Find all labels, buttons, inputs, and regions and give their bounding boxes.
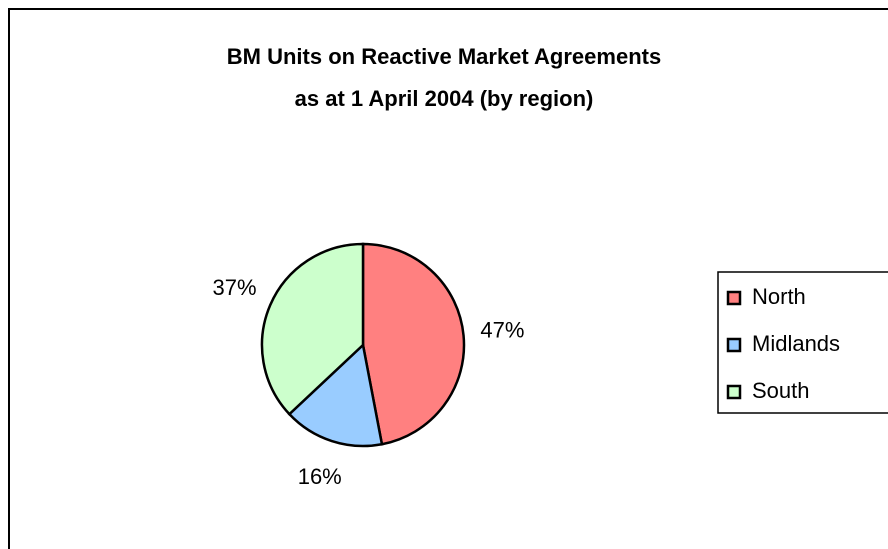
legend-swatch: [726, 290, 742, 306]
data-label: 47%: [480, 318, 524, 343]
pie-slice: [260, 242, 365, 416]
chart-title: BM Units on Reactive Market Agreements: [227, 44, 661, 69]
data-label: 37%: [212, 275, 256, 300]
legend-box: [717, 271, 888, 414]
legend-swatch: [726, 384, 742, 400]
pie-slice: [361, 242, 466, 446]
legend-swatch: [726, 337, 742, 353]
chart-title: as at 1 April 2004 (by region): [295, 86, 594, 111]
legend-label: South: [752, 378, 810, 403]
pie-slice: [287, 342, 384, 448]
legend-label: North: [752, 284, 806, 309]
data-label: 16%: [298, 464, 342, 489]
legend-label: Midlands: [752, 331, 840, 356]
